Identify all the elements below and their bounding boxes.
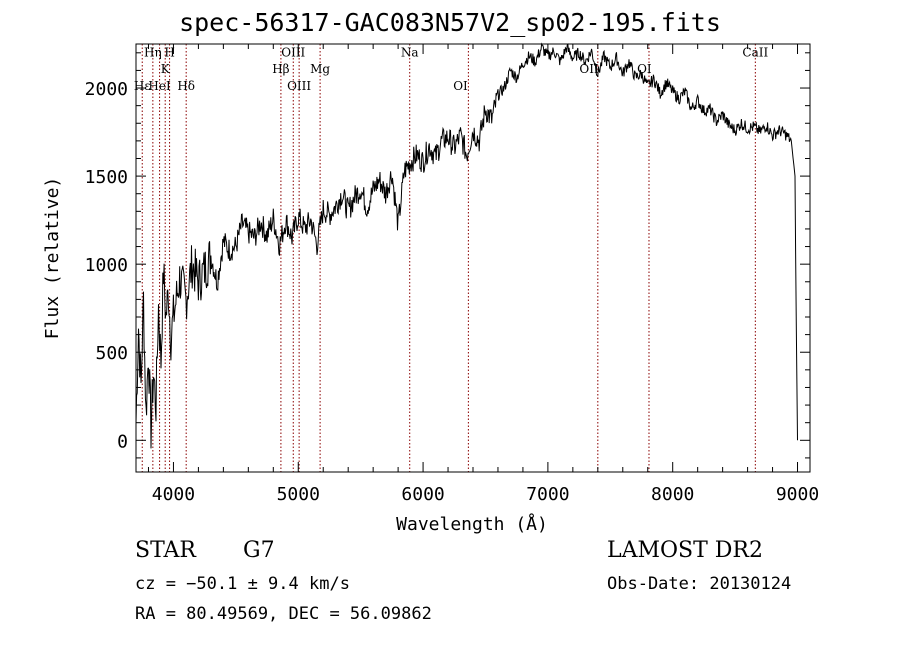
line-label: Hβ [272,62,289,76]
line-label: OII [579,62,599,76]
redshift-velocity: cz = −50.1 ± 9.4 km/s [135,574,350,594]
line-label: Mg [310,62,330,76]
x-tick-label: 6000 [401,484,444,505]
line-markers [141,44,756,472]
line-label: OI [637,62,652,76]
line-label: K [161,62,171,76]
axis-ticks: 4000 5000 6000 7000 8000 9000 0 500 1000 1500 2000 [85,44,819,505]
y-tick-label: 1500 [85,167,128,188]
x-tick-label: 5000 [277,484,320,505]
line-label: OI [453,79,468,93]
y-tick-label: 500 [95,343,128,364]
x-tick-label: 7000 [526,484,569,505]
coordinates: RA = 80.49569, DEC = 56.09862 [135,604,432,624]
y-tick-label: 1000 [85,255,128,276]
y-axis-label: Flux (relative) [42,177,63,340]
x-tick-label: 8000 [651,484,694,505]
survey-name: LAMOST DR2 [607,538,763,563]
chart-title: spec-56317-GAC083N57V2_sp02-195.fits [179,8,721,37]
observation-date: Obs-Date: 20130124 [607,574,792,594]
line-label: CaII [742,45,768,59]
line-label: Hη [144,45,162,59]
line-label: Na [401,45,419,59]
y-tick-label: 0 [117,431,128,452]
x-tick-label: 4000 [152,484,195,505]
spectrum-line [135,42,798,449]
line-label: OIII [281,45,305,59]
plot-frame [135,43,811,473]
line-label: Hε [134,79,151,93]
x-axis-label: Wavelength (Å) [396,513,548,535]
x-tick-label: 9000 [776,484,819,505]
line-label: OIII [287,79,311,93]
object-subclass: G7 [243,538,275,563]
y-tick-label: 2000 [85,79,128,100]
object-class: STAR [135,538,196,563]
line-label: Hδ [177,79,195,93]
line-label: H [164,45,174,59]
line-label: HeI [148,79,171,93]
